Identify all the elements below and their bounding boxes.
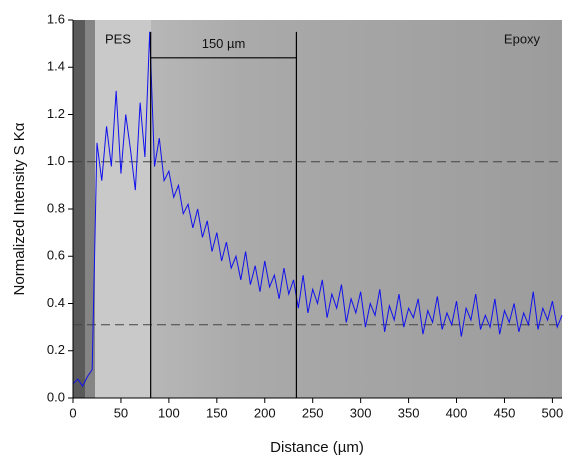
x-tick-label: 400	[446, 405, 468, 420]
data-line	[72, 31, 563, 388]
x-tick-label: 500	[542, 405, 563, 420]
y-tick-label: 0.4	[47, 295, 65, 310]
y-tick-label: 0.6	[47, 248, 65, 263]
x-tick-label: 250	[302, 405, 324, 420]
y-axis-label: Normalized Intensity S Kα	[11, 122, 28, 295]
x-tick-label: 200	[254, 405, 276, 420]
x-tick-label: 100	[158, 405, 180, 420]
y-tick-label: 1.6	[47, 11, 65, 26]
annotation: 150 µm	[202, 36, 246, 51]
y-tick-label: 1.0	[47, 153, 65, 168]
x-tick-label: 0	[69, 405, 76, 420]
x-axis-label: Distance (µm)	[270, 439, 364, 456]
x-tick-label: 450	[494, 405, 516, 420]
y-tick-label: 1.2	[47, 106, 65, 121]
y-tick-label: 1.4	[47, 59, 65, 74]
x-tick-label: 300	[350, 405, 372, 420]
x-tick-label: 350	[398, 405, 420, 420]
y-tick-label: 0.0	[47, 389, 65, 404]
annotation: PES	[105, 31, 131, 46]
y-tick-label: 0.8	[47, 200, 65, 215]
annotation: Epoxy	[504, 31, 541, 46]
sem-background	[73, 20, 562, 398]
x-tick-label: 150	[206, 405, 228, 420]
x-tick-label: 50	[114, 405, 128, 420]
y-tick-label: 0.2	[47, 342, 65, 357]
